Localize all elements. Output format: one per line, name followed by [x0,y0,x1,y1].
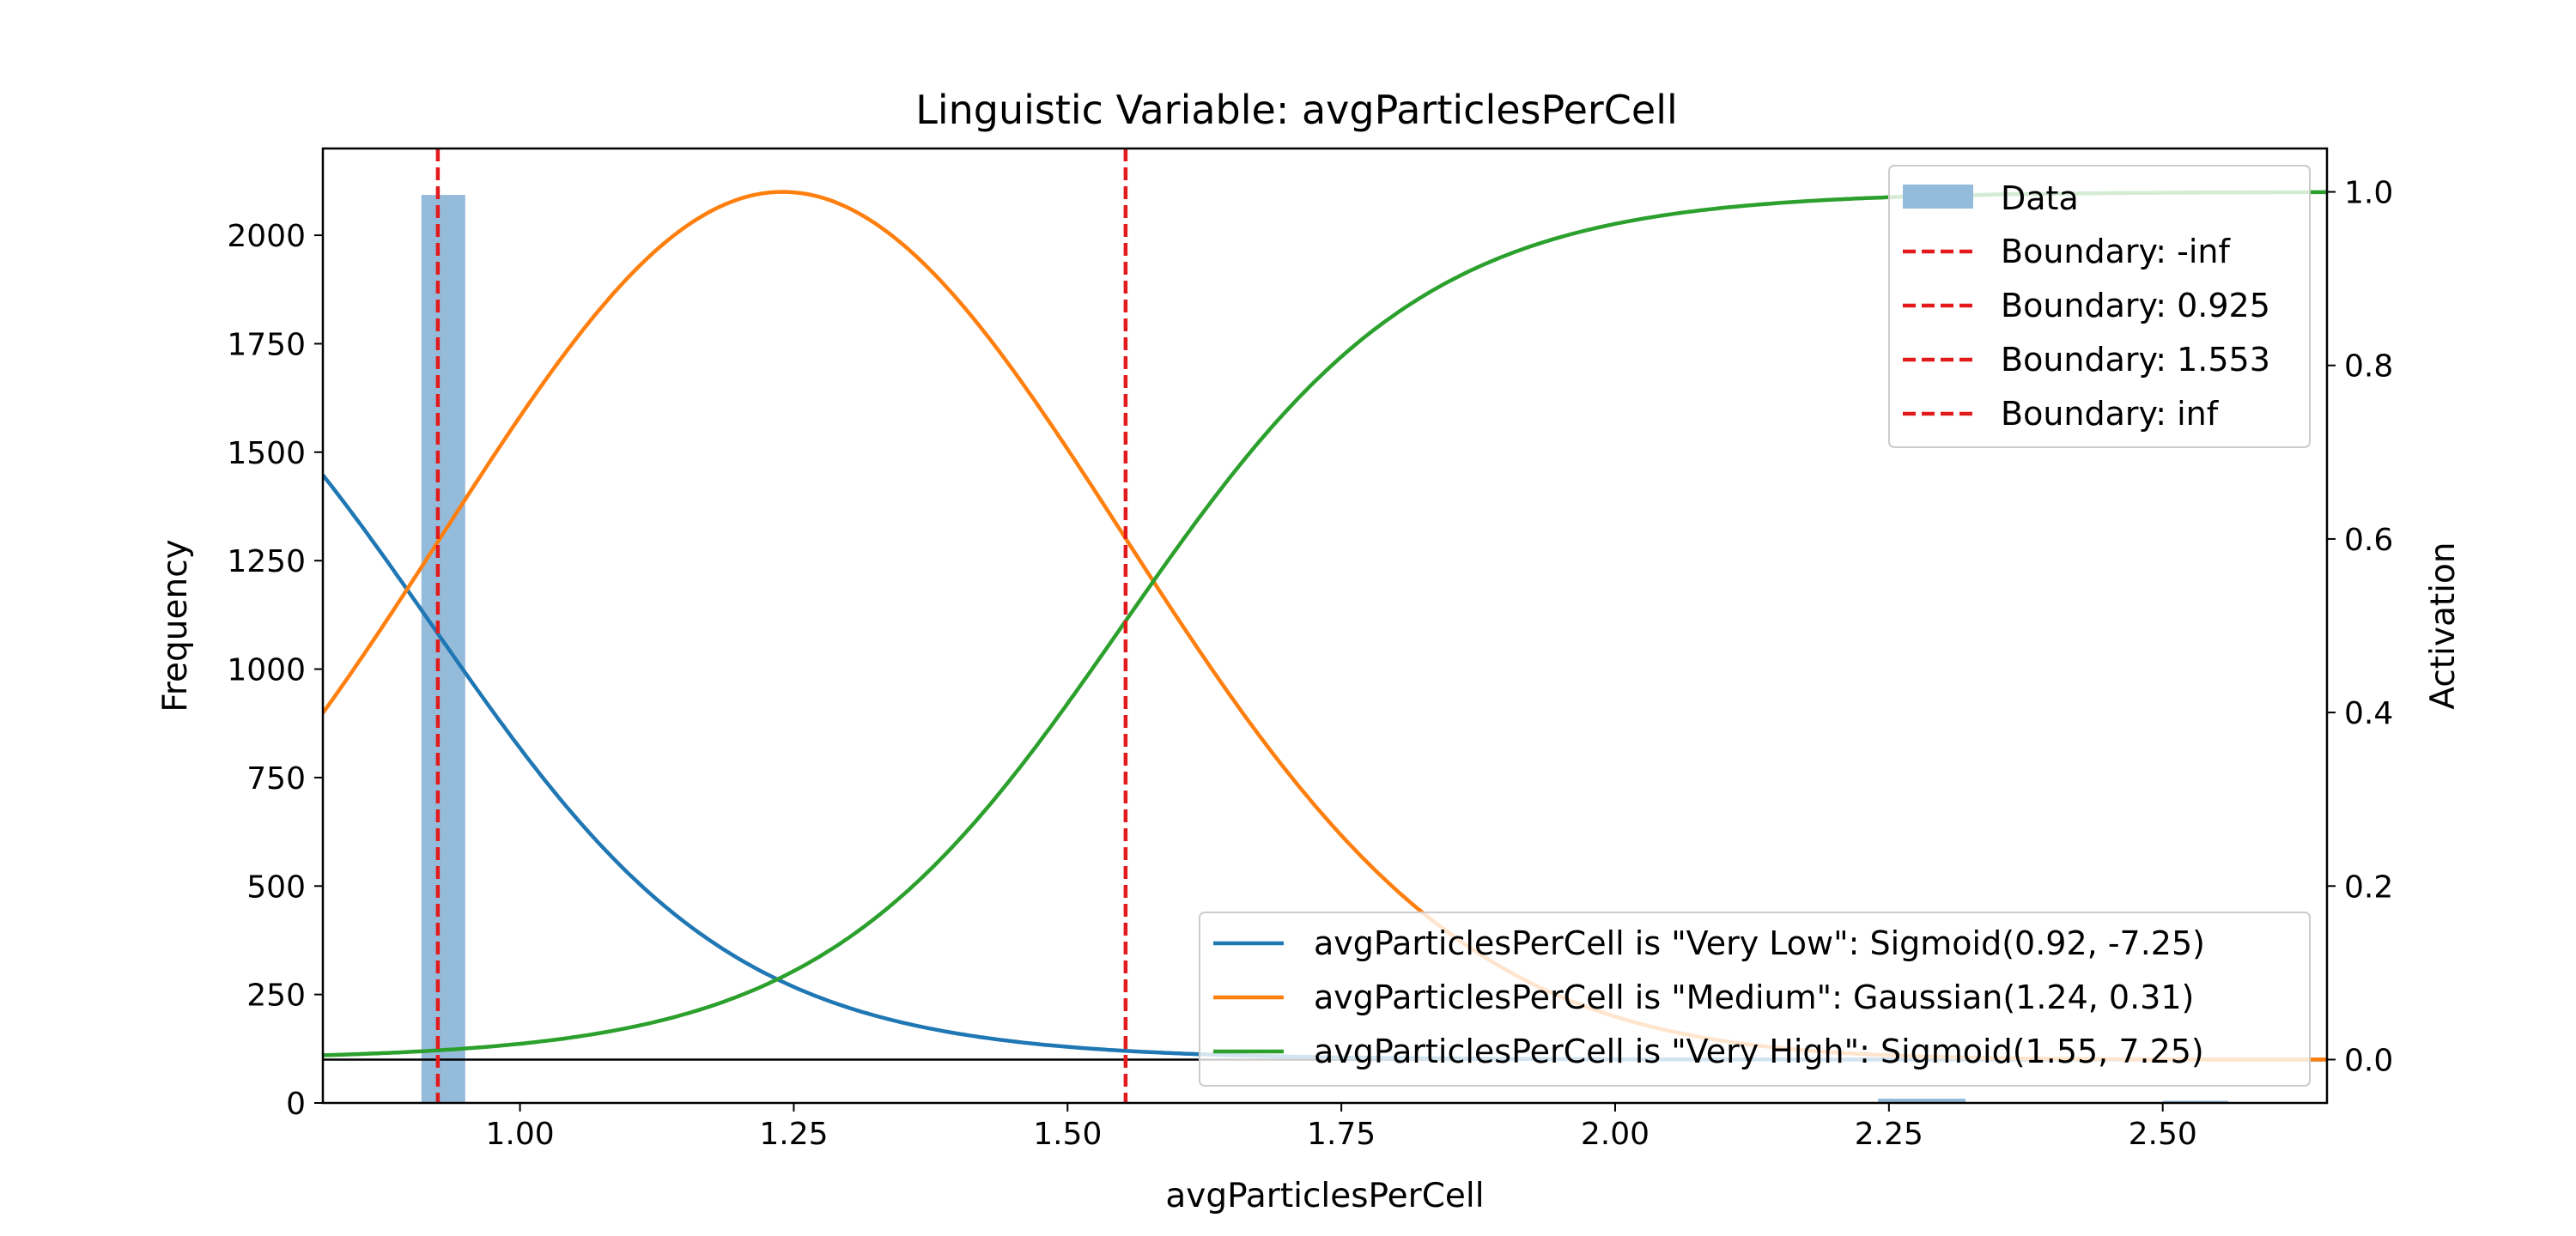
axes-frame [321,147,2329,1105]
legend-label-boundary-4: Boundary: inf [2001,395,2220,433]
legend-lower: avgParticlesPerCell is "Very Low": Sigmo… [1199,912,2311,1087]
y-tick-label-1: 0 [286,1087,306,1122]
legend-upper-frame [1888,165,2311,448]
legend-upper: Data Boundary: -inf Boundary: 0.925 Boundar… [1888,165,2311,448]
legend-label-data: Data [2001,179,2079,217]
y2-tick-label-1: 0.0 [2344,1043,2393,1078]
histogram-bar-2 [1878,1098,1966,1103]
legend-label-boundary-1: Boundary: -inf [2001,233,2231,270]
legend-label-boundary-2: Boundary: 0.925 [2001,287,2270,324]
chart-title: Linguistic Variable: avgParticlesPerCell [915,87,1678,133]
y2-tick-label-3: 0.4 [2344,696,2393,731]
axis-ticks: 1.00 1.25 1.50 1.75 2.00 2.25 2.50 0 250 500 750 10… [227,176,2393,1152]
histogram-bar-3 [2162,1100,2229,1103]
y-axis-label: Frequency [156,539,195,712]
y2-tick-label-2: 0.2 [2344,869,2393,905]
y2-tick-label-4: 0.6 [2344,523,2393,558]
legend-label-boundary-3: Boundary: 1.553 [2001,341,2270,379]
histogram-bar-1 [421,195,465,1103]
y-tick-label-3: 500 [246,869,306,905]
y-tick-label-5: 1000 [227,653,306,688]
x-tick-label-5: 2.00 [1581,1117,1649,1152]
legend-lower-frame [1199,912,2311,1087]
x-tick-label-2: 1.25 [759,1117,828,1152]
x-tick-label-7: 2.50 [2129,1117,2197,1152]
y-tick-label-8: 1750 [227,327,306,362]
y-tick-label-4: 750 [246,761,306,797]
y-tick-label-2: 250 [246,978,306,1014]
legend-label-series-3: avgParticlesPerCell is "Very High": Sigm… [1314,1033,2204,1070]
y-tick-label-7: 1500 [227,436,306,471]
x-tick-label-1: 1.00 [485,1117,554,1152]
y2-axis-label: Activation [2424,542,2463,709]
y2-tick-label-5: 0.8 [2344,349,2393,385]
x-tick-label-6: 2.25 [1855,1117,1923,1152]
y-tick-label-9: 2000 [227,219,306,254]
y-tick-label-6: 1250 [227,544,306,579]
x-axis-label: avgParticlesPerCell [1165,1177,1484,1215]
x-tick-label-4: 1.75 [1307,1117,1376,1152]
legend-swatch-data [1903,185,1973,209]
x-tick-label-3: 1.50 [1033,1117,1102,1152]
legend-label-series-1: avgParticlesPerCell is "Very Low": Sigmo… [1314,924,2205,962]
legend-label-series-2: avgParticlesPerCell is "Medium": Gaussia… [1314,978,2194,1016]
y2-tick-label-6: 1.0 [2344,176,2393,211]
